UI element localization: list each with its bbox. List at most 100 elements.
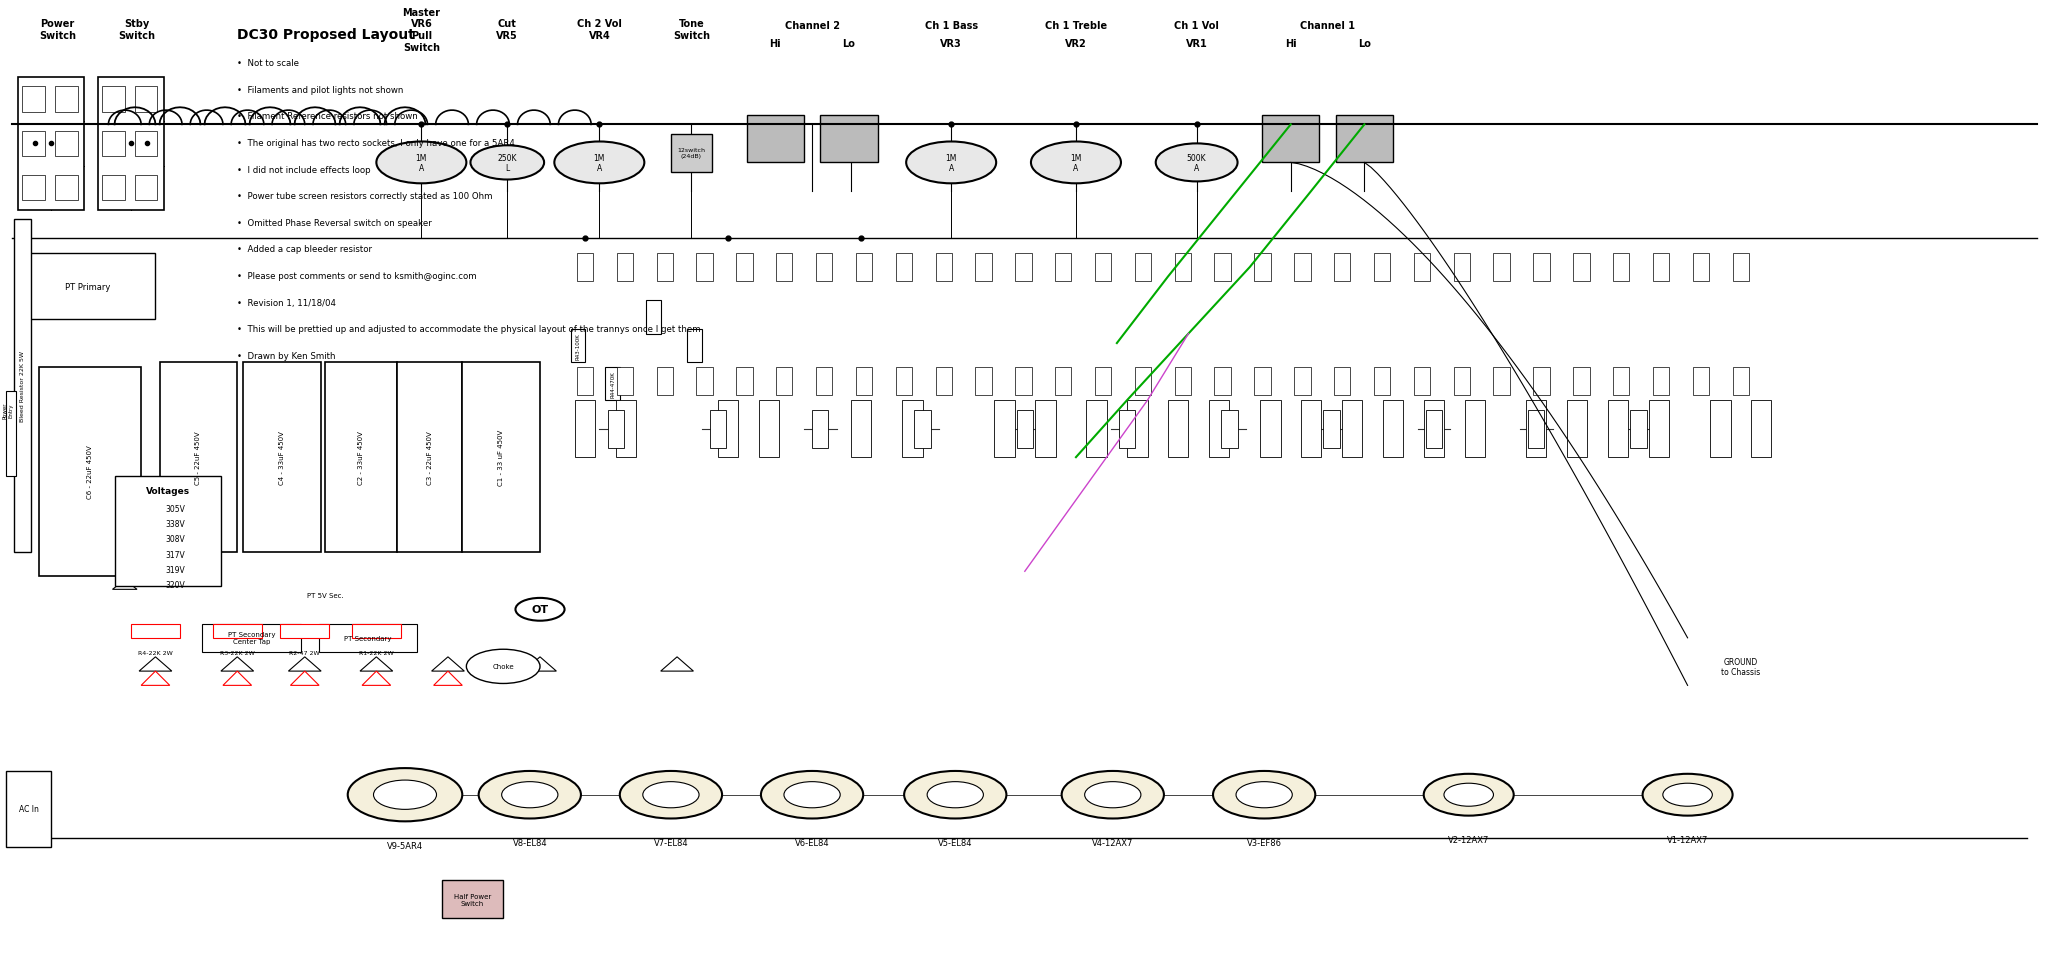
Bar (895, 368, 912, 395)
Text: R44-470K: R44-470K (611, 371, 615, 397)
Bar (55, 88, 78, 112)
Bar (1711, 400, 1731, 457)
Polygon shape (139, 658, 172, 672)
Circle shape (785, 781, 840, 808)
Text: V3-EF86: V3-EF86 (1246, 838, 1283, 847)
Bar (398, 363, 463, 553)
Polygon shape (221, 658, 254, 672)
Text: 500K
A: 500K A (1186, 153, 1207, 172)
Bar (1733, 368, 1750, 395)
Bar (55, 176, 78, 201)
Text: Ch 2 Vol
VR4: Ch 2 Vol VR4 (578, 19, 621, 41)
Bar (656, 253, 672, 282)
Bar (736, 368, 752, 395)
Bar (1221, 410, 1238, 448)
Polygon shape (363, 672, 391, 685)
Bar (55, 132, 78, 157)
Polygon shape (113, 504, 137, 514)
Circle shape (377, 142, 467, 184)
Bar (1342, 400, 1363, 457)
Text: Bleed Resistor 22K 5W: Bleed Resistor 22K 5W (20, 351, 25, 422)
Text: •  This will be prettied up and adjusted to accommodate the physical layout of t: • This will be prettied up and adjusted … (238, 325, 701, 334)
Bar (1494, 253, 1510, 282)
Bar (135, 176, 158, 201)
Text: Ch 1 Treble: Ch 1 Treble (1045, 21, 1106, 30)
Text: 1M
A: 1M A (945, 153, 957, 172)
Bar (463, 363, 541, 553)
Bar (6, 391, 16, 476)
Text: C1 - 33 uF 450V: C1 - 33 uF 450V (498, 430, 504, 486)
Bar (686, 330, 701, 363)
Bar (1613, 253, 1629, 282)
Bar (1168, 400, 1188, 457)
Circle shape (1061, 771, 1164, 819)
Circle shape (467, 650, 541, 683)
Bar (1301, 400, 1322, 457)
Text: C2 - 33uF 450V: C2 - 33uF 450V (359, 431, 365, 484)
Bar (578, 368, 594, 395)
Text: Hi: Hi (770, 38, 781, 49)
Text: Stby
Switch: Stby Switch (119, 19, 156, 41)
Bar (936, 368, 953, 395)
Text: Cut
VR5: Cut VR5 (496, 19, 518, 41)
Bar (160, 363, 238, 553)
Bar (14, 220, 31, 553)
Bar (1260, 400, 1281, 457)
Polygon shape (113, 580, 137, 590)
Circle shape (348, 768, 463, 821)
Text: 1M
A: 1M A (594, 153, 604, 172)
Bar (1086, 400, 1106, 457)
Text: Channel 2: Channel 2 (785, 21, 840, 30)
Text: PT Primary: PT Primary (66, 282, 111, 292)
Bar (18, 78, 84, 211)
Text: PT 5V Sec.: PT 5V Sec. (307, 593, 344, 598)
Polygon shape (113, 519, 137, 529)
Bar (1055, 368, 1072, 395)
Text: 320V: 320V (166, 580, 184, 590)
Text: Lo: Lo (842, 38, 854, 49)
Text: VR2: VR2 (1065, 38, 1086, 49)
Circle shape (1664, 783, 1713, 806)
Bar (1692, 368, 1709, 395)
Circle shape (906, 142, 996, 184)
Bar (1533, 368, 1549, 395)
Bar (1426, 410, 1442, 448)
Text: •  Power tube screen resistors correctly stated as 100 Ohm: • Power tube screen resistors correctly … (238, 192, 492, 201)
Bar (902, 400, 922, 457)
Bar (23, 253, 156, 320)
Text: VR3: VR3 (940, 38, 963, 49)
Bar (1375, 253, 1391, 282)
Text: V5-EL84: V5-EL84 (938, 838, 973, 847)
Bar (1215, 368, 1231, 395)
Bar (777, 253, 793, 282)
Bar (1324, 410, 1340, 448)
Text: PT Secondary: PT Secondary (344, 635, 391, 641)
Text: Hi: Hi (1285, 38, 1297, 49)
Circle shape (643, 781, 699, 808)
Bar (320, 624, 418, 653)
Circle shape (502, 781, 557, 808)
Polygon shape (361, 658, 393, 672)
Text: 338V: 338V (166, 519, 184, 529)
Bar (572, 330, 586, 363)
Bar (1613, 368, 1629, 395)
Bar (1254, 253, 1270, 282)
Text: 319V: 319V (166, 565, 184, 575)
Bar (617, 368, 633, 395)
Text: Power
Entry: Power Entry (2, 402, 14, 418)
Bar (1334, 368, 1350, 395)
Polygon shape (289, 658, 322, 672)
Bar (1733, 253, 1750, 282)
Circle shape (1424, 774, 1514, 816)
Bar (1574, 253, 1590, 282)
Bar (709, 410, 725, 448)
Text: R3-22K 2W: R3-22K 2W (219, 650, 254, 655)
Bar (895, 253, 912, 282)
Text: VR1: VR1 (1186, 38, 1207, 49)
Bar (1574, 368, 1590, 395)
Bar (1465, 400, 1486, 457)
Text: Power
Switch: Power Switch (39, 19, 76, 41)
Text: DC30 Proposed Layout: DC30 Proposed Layout (238, 28, 416, 42)
Circle shape (1236, 781, 1293, 808)
Bar (281, 624, 330, 639)
